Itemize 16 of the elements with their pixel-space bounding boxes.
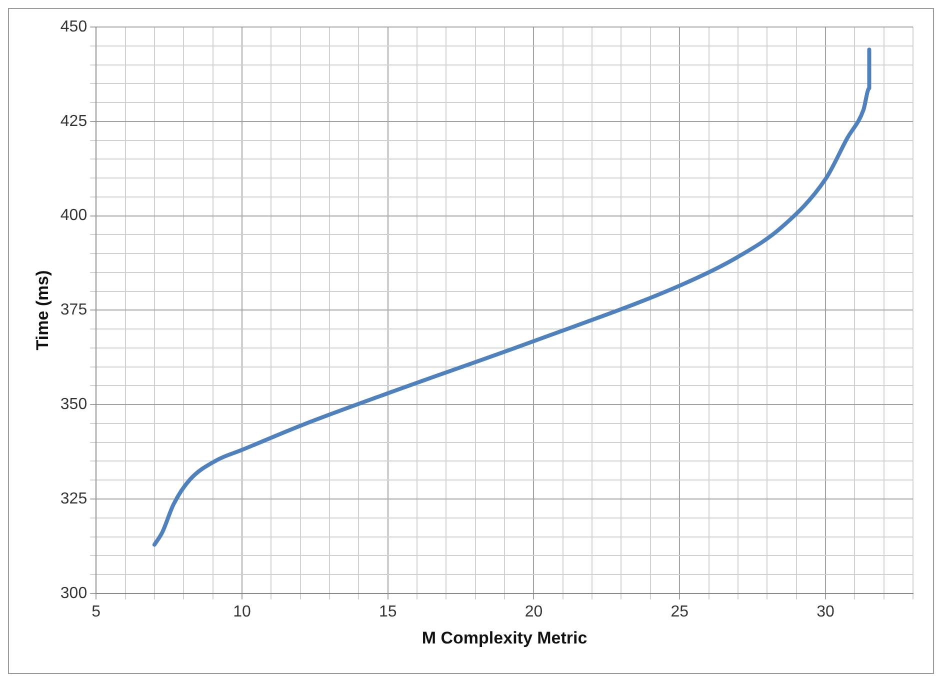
x-tick-label: 20	[524, 603, 543, 620]
y-tick-label: 350	[60, 396, 88, 414]
y-tick-label: 325	[60, 490, 88, 508]
x-axis-title: M Complexity Metric	[422, 628, 588, 648]
y-tick-label: 400	[60, 207, 88, 224]
y-tick-label: 375	[60, 302, 88, 319]
y-tick-label: 300	[60, 584, 88, 602]
x-tick-label: 25	[670, 603, 689, 620]
x-tick-label: 5	[92, 603, 101, 620]
x-tick-label: 10	[233, 603, 251, 620]
x-tick-label: 15	[378, 603, 397, 620]
line-series	[152, 48, 872, 547]
y-axis-title: Time (ms)	[32, 270, 52, 350]
y-tick-label: 425	[60, 112, 88, 130]
x-tick-label: 30	[816, 603, 834, 620]
y-tick-label: 450	[60, 18, 88, 36]
